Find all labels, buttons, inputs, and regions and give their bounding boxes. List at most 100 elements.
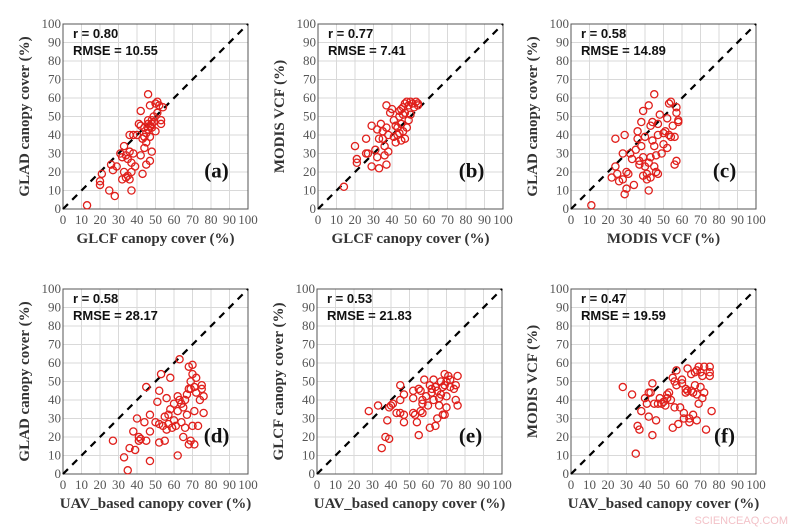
x-tick-label: 70 [186, 212, 199, 227]
panel-label: (d) [204, 424, 230, 448]
y-tick-label: 100 [42, 16, 62, 31]
data-point [631, 449, 641, 458]
data-point [672, 380, 681, 390]
data-point [175, 355, 184, 364]
x-tick-label: 90 [223, 477, 236, 492]
y-tick-label: 30 [556, 146, 569, 161]
panel-label: (b) [459, 159, 485, 183]
data-point [629, 180, 639, 190]
y-tick-label: 70 [48, 337, 61, 352]
y-tick-label: 40 [302, 392, 315, 407]
data-point [644, 412, 653, 421]
x-tick-label: 20 [602, 212, 615, 227]
data-point [662, 114, 672, 123]
data-point [646, 388, 655, 397]
data-point [414, 430, 423, 440]
x-tick-label: 20 [94, 477, 107, 492]
data-point [412, 417, 422, 427]
x-tick-label: 80 [205, 212, 218, 227]
x-tick-label: 90 [731, 477, 744, 492]
x-tick-label: 70 [440, 477, 453, 492]
data-point [147, 115, 157, 125]
data-point [377, 443, 386, 453]
data-point [442, 392, 451, 401]
data-point [622, 184, 631, 193]
y-tick-label: 60 [556, 355, 569, 370]
plot-frame [62, 23, 249, 210]
data-point [384, 147, 393, 156]
x-tick-label: 60 [422, 477, 435, 492]
data-point [653, 169, 663, 179]
data-point [655, 110, 665, 119]
x-tick-label: 70 [694, 477, 707, 492]
y-tick-label: 80 [48, 53, 61, 68]
y-tick-label: 0 [55, 466, 62, 481]
data-point [395, 128, 404, 138]
data-point [635, 425, 644, 434]
data-point [156, 119, 166, 129]
data-point [425, 423, 435, 432]
scatter-panel-d: 0010102020303040405050606070708080909010… [17, 281, 258, 512]
data-point [147, 147, 157, 156]
data-point [383, 416, 392, 425]
data-point [197, 380, 206, 390]
rmse-label: RMSE = 10.55 [73, 43, 158, 58]
x-tick-label: 50 [403, 477, 416, 492]
x-tick-label: 10 [330, 212, 343, 227]
x-tick-label: 30 [366, 477, 379, 492]
data-point [638, 106, 648, 116]
y-tick-label: 30 [302, 411, 315, 426]
y-tick-label: 90 [303, 35, 316, 50]
x-tick-label: 10 [329, 477, 342, 492]
y-tick-label: 50 [48, 109, 61, 124]
data-point [705, 362, 715, 371]
data-point [620, 189, 629, 199]
x-tick-label: 0 [568, 477, 575, 492]
data-point [683, 386, 692, 395]
y-tick-label: 10 [48, 448, 61, 463]
x-tick-label: 90 [478, 212, 491, 227]
y-tick-label: 10 [48, 183, 61, 198]
x-tick-label: 50 [149, 212, 162, 227]
data-point [418, 399, 427, 408]
plot-frame [570, 23, 757, 210]
y-tick-label: 20 [48, 429, 61, 444]
x-tick-label: 70 [441, 212, 454, 227]
data-point [129, 427, 138, 436]
x-tick-label: 30 [620, 212, 633, 227]
y-tick-label: 70 [48, 72, 61, 87]
x-tick-label: 30 [367, 212, 380, 227]
data-point [705, 371, 715, 381]
data-point [145, 156, 155, 166]
data-point [105, 186, 114, 195]
data-point [388, 399, 398, 408]
x-tick-label: 0 [314, 477, 321, 492]
x-tick-label: 80 [713, 212, 726, 227]
data-point [108, 436, 118, 445]
data-point [162, 393, 171, 403]
data-point [644, 101, 653, 110]
data-point [429, 395, 438, 405]
data-point [134, 432, 144, 442]
y-tick-label: 20 [302, 429, 315, 444]
y-tick-label: 80 [303, 53, 316, 68]
data-point [132, 414, 142, 423]
data-point [653, 119, 663, 129]
y-tick-label: 20 [48, 164, 61, 179]
x-axis-label: UAV_based canopy cover (%) [60, 496, 252, 512]
y-tick-label: 40 [48, 392, 61, 407]
y-tick-label: 20 [303, 164, 316, 179]
data-point [160, 436, 169, 445]
y-tick-label: 80 [48, 318, 61, 333]
data-point [653, 130, 663, 140]
correlation-label: r = 0.58 [73, 291, 118, 306]
y-tick-label: 80 [302, 318, 315, 333]
data-point [701, 425, 711, 434]
data-point [153, 397, 162, 407]
data-point [640, 132, 650, 142]
x-tick-label: 80 [713, 477, 726, 492]
data-point [416, 386, 425, 395]
data-point [651, 416, 661, 425]
data-point [141, 436, 151, 445]
correlation-label: r = 0.58 [581, 26, 626, 41]
